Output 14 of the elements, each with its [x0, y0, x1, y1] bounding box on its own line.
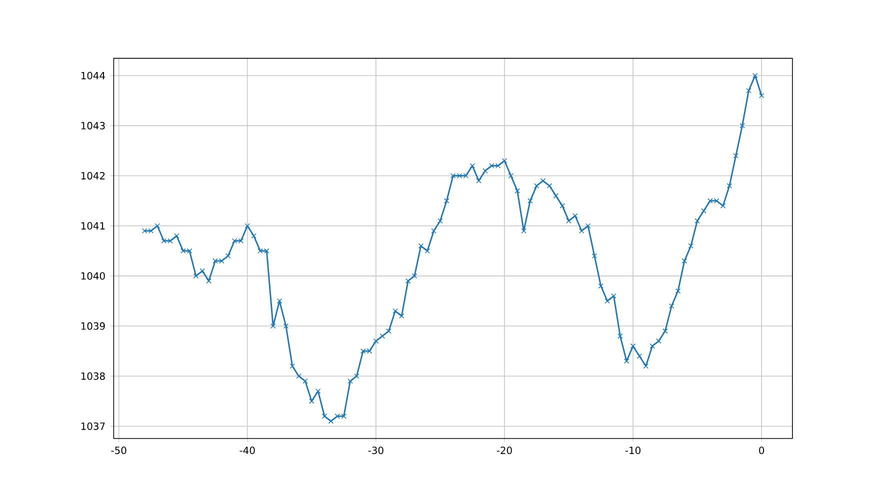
y-tick-label: 1041	[81, 222, 105, 230]
y-tick-label: 1040	[81, 272, 105, 280]
x-tick-label: -30	[368, 446, 384, 454]
x-tick-label: -40	[240, 446, 255, 454]
y-tick-label: 1042	[81, 172, 105, 180]
y-tick-label: 1037	[81, 422, 105, 430]
y-tick-label: 1038	[81, 372, 105, 380]
x-tick-label: -10	[625, 446, 640, 454]
y-tick-label: 1039	[81, 322, 105, 330]
x-tick-label: 0	[759, 446, 764, 454]
y-tick-label: 1043	[81, 122, 105, 130]
x-tick-label: -50	[111, 446, 126, 454]
y-tick-label: 1044	[81, 72, 105, 80]
x-tick-label: -20	[496, 446, 512, 454]
